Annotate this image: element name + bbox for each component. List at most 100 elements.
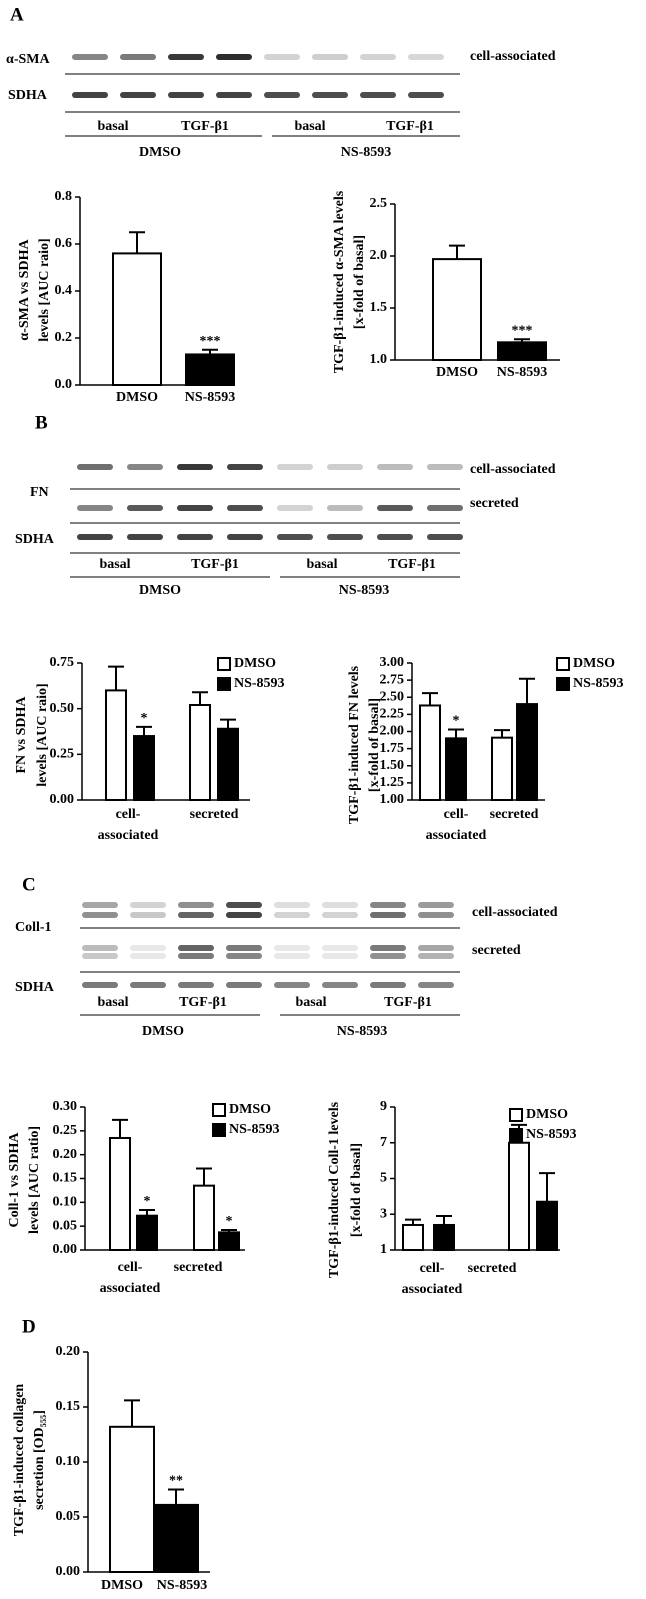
significance: * [144, 1194, 151, 1209]
lane-label: basal [97, 119, 128, 134]
bar [402, 1223, 424, 1251]
y-tick-label: 0.30 [53, 1099, 78, 1114]
lane-label: TGF-β1 [179, 995, 227, 1010]
y-tick-label: 0.25 [53, 1123, 78, 1138]
blot-band [226, 982, 262, 988]
blot-band [227, 464, 263, 470]
blot-band [130, 902, 166, 908]
bar [189, 704, 211, 801]
legend-swatch [217, 677, 231, 691]
legend-swatch [509, 1128, 523, 1142]
bar [433, 1223, 455, 1251]
blot-band [227, 505, 263, 511]
error-bar [108, 665, 124, 691]
row-label: Coll-1 [15, 920, 52, 935]
legend-label: NS-8593 [526, 1127, 577, 1142]
y-axis-label: TGF-β1-induced α-SMA levels [332, 190, 347, 373]
error-bar [112, 1118, 128, 1138]
error-bar [448, 728, 464, 739]
lane-label: TGF-β1 [384, 995, 432, 1010]
error-bar [124, 1399, 140, 1427]
bar [112, 252, 162, 386]
blot-band [418, 982, 454, 988]
y-tick-label: 2.25 [380, 707, 405, 722]
significance: *** [200, 334, 221, 349]
row-label: SDHA [15, 532, 55, 547]
blot-band [82, 953, 118, 959]
blot-band [370, 982, 406, 988]
lane-label: TGF-β1 [191, 557, 239, 572]
x-tick-label: cell-associated [98, 807, 159, 843]
blot-band [408, 54, 444, 60]
bar [536, 1200, 558, 1252]
blot-band [226, 953, 262, 959]
bar [497, 341, 547, 362]
significance: ** [169, 1474, 183, 1489]
blot-band [322, 902, 358, 908]
blot-band [327, 534, 363, 540]
y-tick-label: 0.4 [55, 283, 73, 298]
panel-label: B [35, 412, 48, 433]
y-tick-label: 2.5 [370, 196, 388, 211]
blot-band [127, 505, 163, 511]
blot-band [178, 902, 214, 908]
blot-band [264, 92, 300, 98]
panel-label: D [22, 1316, 36, 1337]
blot-band [322, 912, 358, 918]
y-tick-label: 0.2 [55, 330, 73, 345]
y-tick-label: 5 [380, 1171, 387, 1186]
lane-label: basal [306, 557, 337, 572]
lane-label: TGF-β1 [181, 119, 229, 134]
y-tick-label: 1 [380, 1242, 387, 1257]
blot-band [418, 902, 454, 908]
bar [419, 704, 441, 801]
lane-label: TGF-β1 [386, 119, 434, 134]
y-tick-label: 0.0 [55, 377, 73, 392]
blot-band [274, 902, 310, 908]
error-bar [519, 677, 535, 705]
significance: *** [512, 323, 533, 338]
error-bar [129, 231, 145, 254]
bar [491, 736, 513, 801]
blot-band [77, 534, 113, 540]
blot-fraction-label: secreted [470, 496, 519, 511]
y-tick-label: 0.10 [53, 1195, 78, 1210]
y-tick-label: 7 [380, 1135, 387, 1150]
legend-label: DMSO [234, 656, 276, 671]
x-tick-label: NS-8593 [157, 1578, 208, 1593]
y-tick-label: 1.25 [380, 775, 405, 790]
blot-band [82, 982, 118, 988]
blot-band [277, 505, 313, 511]
error-bar [405, 1218, 421, 1225]
y-tick-label: 0.00 [56, 1564, 81, 1579]
blot-band [168, 54, 204, 60]
bar [136, 1214, 158, 1252]
blot-band [226, 912, 262, 918]
blot-band [168, 92, 204, 98]
blot-band [216, 92, 252, 98]
blot-band [216, 54, 252, 60]
row-label: α-SMA [6, 52, 50, 67]
legend-label: DMSO [229, 1102, 271, 1117]
error-bar [136, 725, 152, 737]
y-tick-label: 0.6 [55, 236, 73, 251]
lane-label: TGF-β1 [388, 557, 436, 572]
blot-band [72, 54, 108, 60]
y-tick-label: 1.5 [370, 300, 388, 315]
blot-band [418, 945, 454, 951]
blot-band [77, 505, 113, 511]
y-axis-label: FN vs SDHA [14, 696, 29, 774]
y-tick-label: 0.8 [55, 189, 73, 204]
blot-band [427, 505, 463, 511]
blot-band [322, 945, 358, 951]
y-axis-label: levels [AUC ratio] [27, 1126, 42, 1234]
bar [193, 1184, 215, 1252]
blot-band [130, 912, 166, 918]
legend-swatch [217, 657, 231, 671]
y-axis-label: [x-fold of basal] [349, 1143, 364, 1237]
blot-band [370, 902, 406, 908]
y-tick-label: 0.15 [53, 1171, 78, 1186]
y-tick-label: 9 [380, 1099, 387, 1114]
y-tick-label: 0.50 [50, 701, 75, 716]
